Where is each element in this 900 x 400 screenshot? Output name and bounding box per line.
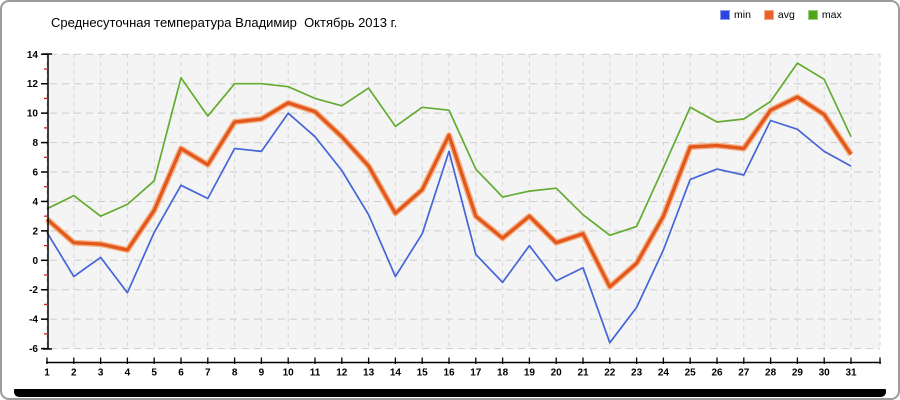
- x-tick-label: 12: [336, 368, 348, 379]
- legend-item-max: max: [807, 9, 842, 21]
- x-tick-label: 4: [125, 368, 131, 379]
- x-tick-label: 8: [232, 368, 238, 379]
- y-tick-label: 8: [32, 138, 38, 149]
- y-tick-label: -2: [29, 285, 38, 296]
- series-avg-line: [45, 95, 853, 289]
- x-tick-label: 7: [205, 368, 211, 379]
- x-tick-label: 17: [470, 368, 482, 379]
- y-tick-label: 0: [32, 256, 38, 267]
- x-tick-label: 9: [259, 368, 265, 379]
- legend-item-min: min: [720, 9, 751, 21]
- x-tick-label: 3: [98, 368, 104, 379]
- y-tick-label: 6: [32, 168, 38, 179]
- y-tick-label: 2: [32, 226, 38, 237]
- x-tick-label: 13: [363, 368, 375, 379]
- x-tick-label: 24: [658, 368, 670, 379]
- x-tick-label: 10: [283, 368, 295, 379]
- x-tick-label: 30: [819, 368, 831, 379]
- max-series-swatch: [807, 10, 818, 20]
- x-tick-label: 14: [390, 368, 402, 379]
- min-series-swatch: [720, 10, 730, 20]
- y-tick-label: -4: [29, 315, 38, 326]
- x-tick-label: 18: [497, 368, 509, 379]
- legend-item-avg: avg: [763, 9, 795, 21]
- x-tick-label: 25: [685, 368, 697, 379]
- x-tick-label: 1: [44, 368, 50, 379]
- x-tick-label: 22: [604, 368, 616, 379]
- chart-title: Среднесуточная температура Владимир Октя…: [51, 15, 398, 30]
- x-tick-label: 19: [524, 368, 536, 379]
- legend-label-avg: avg: [777, 9, 795, 21]
- x-tick-label: 28: [765, 368, 777, 379]
- x-tick-label: 21: [577, 368, 589, 379]
- legend-label-max: max: [821, 9, 842, 21]
- y-tick-label: 12: [27, 79, 39, 90]
- avg-series-swatch: [763, 10, 774, 20]
- series-min-line: [46, 112, 852, 344]
- x-tick-label: 5: [151, 368, 157, 379]
- x-tick-label: 6: [178, 368, 184, 379]
- y-tick-label: 10: [27, 109, 39, 120]
- x-tick-label: 11: [310, 368, 321, 379]
- x-tick-label: 31: [845, 368, 857, 379]
- footer-bar: [14, 389, 886, 397]
- y-tick-label: 14: [27, 50, 39, 61]
- x-tick-label: 27: [738, 368, 750, 379]
- legend: min avg max: [720, 9, 842, 21]
- legend-label-min: min: [734, 9, 751, 21]
- x-tick-label: 23: [631, 368, 643, 379]
- x-tick-label: 2: [71, 368, 77, 379]
- y-tick-label: -6: [29, 344, 38, 355]
- x-tick-label: 15: [417, 368, 429, 379]
- series-max-line: [46, 62, 852, 237]
- x-tick-label: 20: [551, 368, 563, 379]
- y-tick-label: 4: [32, 197, 38, 208]
- x-tick-label: 29: [792, 368, 804, 379]
- x-tick-label: 16: [443, 368, 455, 379]
- x-tick-label: 26: [711, 368, 723, 379]
